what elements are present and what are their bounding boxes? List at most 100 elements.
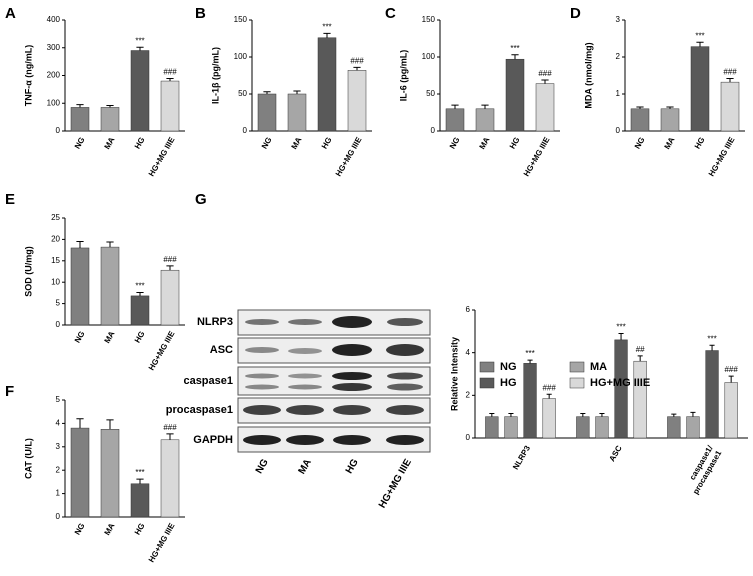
legend-label: MA	[590, 361, 607, 373]
x-tick-label: HG	[133, 136, 147, 151]
error-bar	[541, 79, 549, 84]
y-tick-label: 50	[426, 89, 435, 98]
error-bar	[136, 478, 144, 484]
x-tick-label: NG	[73, 330, 87, 345]
blot-lane-label: NG	[254, 457, 271, 476]
y-tick-label: 400	[47, 15, 61, 24]
bar	[160, 80, 180, 132]
legend-label: HG+MG IIIE	[590, 377, 650, 389]
blot-row-label: procaspase1	[166, 404, 233, 416]
error-bar	[481, 104, 489, 109]
annotation: ###	[350, 56, 364, 65]
bar	[257, 93, 277, 132]
annotation: ***	[510, 44, 519, 53]
error-bar	[599, 412, 605, 417]
y-tick-label: 2	[466, 390, 471, 399]
blot-row-label: ASC	[210, 344, 233, 356]
y-tick-label: 200	[47, 71, 61, 80]
error-bar	[106, 104, 114, 108]
bar	[720, 81, 740, 132]
y-tick-label: 10	[51, 277, 60, 286]
y-axis-label: Relative Intensity	[449, 337, 459, 411]
legend-swatch	[479, 361, 495, 373]
bar	[660, 108, 680, 132]
error-bar	[690, 411, 696, 417]
error-bar	[136, 291, 144, 296]
annotation: ###	[538, 69, 552, 78]
y-tick-label: 300	[47, 43, 61, 52]
bar	[347, 70, 367, 132]
bar	[160, 269, 180, 326]
legend-swatch	[479, 377, 495, 389]
y-tick-label: 0	[431, 126, 436, 135]
x-tick-label: MA	[478, 135, 492, 150]
error-bar	[671, 413, 677, 417]
panel-letter: D	[570, 5, 581, 22]
annotation: ***	[525, 349, 534, 358]
error-bar	[666, 106, 674, 109]
error-bar	[527, 359, 533, 364]
panel-letter: B	[195, 5, 206, 22]
error-bar	[451, 104, 459, 109]
bar	[485, 416, 499, 439]
bar	[130, 483, 150, 518]
error-bar	[76, 418, 84, 429]
annotation: ***	[322, 22, 331, 31]
blot-row-label: GAPDH	[193, 434, 233, 446]
annotation: ***	[616, 323, 625, 332]
bar	[445, 108, 465, 132]
y-tick-label: 6	[466, 305, 471, 314]
annotation: ##	[636, 345, 645, 354]
x-tick-label: HG+MG IIIE	[147, 135, 177, 178]
annotation: ###	[163, 423, 177, 432]
error-bar	[166, 265, 174, 271]
y-tick-label: 0	[466, 433, 471, 442]
legend-swatch	[569, 361, 585, 373]
y-tick-label: 150	[422, 15, 436, 24]
x-tick-label: MA	[103, 135, 117, 150]
y-tick-label: 5	[56, 395, 61, 404]
blot-lane-label: HG	[344, 457, 361, 476]
error-bar	[728, 375, 734, 383]
annotation: ###	[724, 365, 738, 374]
panel-letter: F	[5, 383, 14, 400]
x-tick-label: NG	[73, 136, 87, 151]
y-tick-label: 3	[616, 15, 621, 24]
panel-letter: G	[195, 191, 207, 208]
y-tick-label: 150	[234, 15, 248, 24]
annotation: ###	[723, 68, 737, 77]
panel-letter: A	[5, 5, 16, 22]
bar	[576, 416, 590, 439]
blot-row-label: caspase1	[183, 375, 233, 387]
x-tick-label: HG	[508, 136, 522, 151]
x-tick-label: MA	[103, 521, 117, 536]
error-bar	[166, 433, 174, 440]
y-tick-label: 100	[422, 52, 436, 61]
x-tick-label: HG+MG IIIE	[147, 521, 177, 564]
error-bar	[709, 344, 715, 351]
x-tick-label: NG	[633, 136, 647, 151]
error-bar	[76, 241, 84, 248]
bar	[690, 46, 710, 132]
y-tick-label: 3	[56, 442, 61, 451]
legend-swatch	[569, 377, 585, 389]
x-tick-label: MA	[103, 329, 117, 344]
error-bar	[263, 91, 271, 94]
error-bar	[136, 46, 144, 51]
x-tick-label: HG	[320, 136, 334, 151]
error-bar	[511, 54, 519, 60]
x-tick-label: MA	[290, 135, 304, 150]
bar	[100, 429, 120, 518]
x-tick-label: NG	[73, 522, 87, 537]
blot-lane-label: HG+MG IIIE	[377, 457, 414, 510]
bar	[614, 339, 628, 439]
bar	[130, 50, 150, 132]
error-bar	[508, 412, 514, 417]
legend-label: HG	[500, 377, 517, 389]
y-tick-label: 0	[243, 126, 248, 135]
y-tick-label: 2	[616, 52, 621, 61]
error-bar	[106, 241, 114, 248]
y-tick-label: 0	[56, 512, 61, 521]
